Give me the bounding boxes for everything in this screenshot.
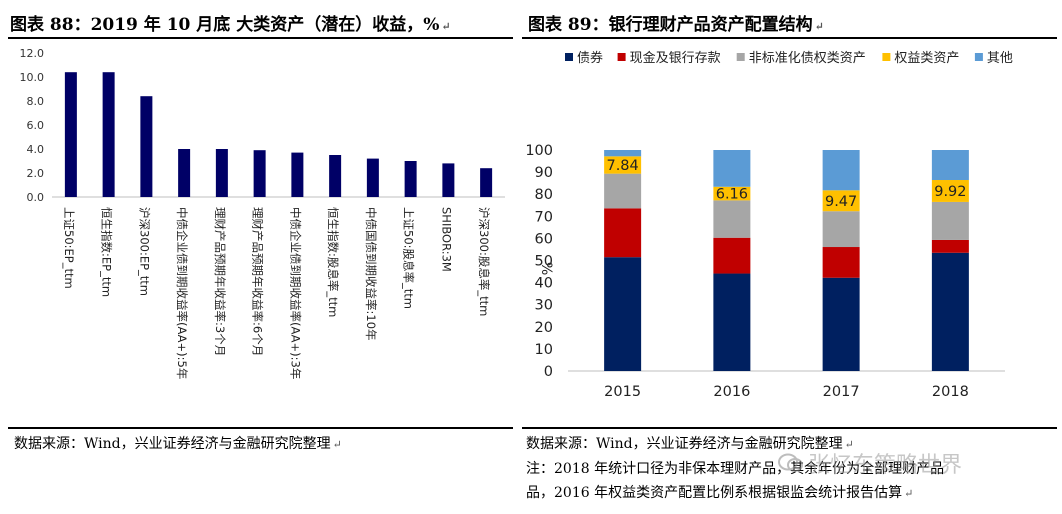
- bar: [291, 152, 304, 197]
- right-source: 数据来源：Wind，兴业证券经济与金融研究院整理 ↵: [526, 436, 854, 452]
- x-tick-label: 中债国债到期收益率:10年: [364, 207, 378, 341]
- y-tick-label: 100: [525, 143, 553, 159]
- stack-segment: [713, 186, 751, 201]
- x-tick-label: 恒生指数:EP_ttm: [100, 207, 114, 297]
- y-tick-label: 10: [535, 342, 553, 358]
- legend-swatch: [882, 53, 891, 61]
- stack-segment: [713, 150, 751, 187]
- data-label: 6.16: [716, 187, 748, 203]
- legend-label: 债券: [577, 50, 603, 66]
- bar: [102, 72, 115, 197]
- x-tick-label: 2018: [932, 384, 969, 400]
- right-chart-title: 图表 89：银行理财产品资产配置结构 ↵: [528, 15, 824, 35]
- left-source: 数据来源：Wind，兴业证券经济与金融研究院整理 ↵: [14, 436, 342, 452]
- y-tick-label: 0.0: [27, 191, 45, 204]
- left-bar-chart: 0.0 2.0 4.0 6.0 8.0 10.0 12.0 上证50:EP_ttm 恒生指数:E…: [20, 47, 505, 379]
- legend-label: 其他: [987, 51, 1013, 66]
- bar: [329, 155, 342, 197]
- y-tick-label: 12.0: [20, 47, 45, 60]
- stack-segment: [931, 201, 969, 240]
- right-title-rule: [522, 37, 1057, 39]
- stack-segment: [713, 237, 751, 274]
- y-tick-label: 6.0: [27, 119, 45, 132]
- y-tick-label: 4.0: [27, 143, 45, 156]
- bar: [140, 96, 153, 197]
- stack-segment: [822, 190, 860, 212]
- legend-label: 权益类资产: [894, 50, 959, 66]
- data-label: 7.84: [606, 158, 638, 174]
- x-tick-label: 中债企业债到期收益率(AA+):3年: [288, 207, 302, 379]
- y-tick-label: 8.0: [27, 95, 45, 108]
- left-chart-title: 图表 88：2019 年 10 月底 大类资产（潜在）收益，% ↵: [10, 15, 451, 35]
- right-bottom-rule: [522, 427, 1057, 429]
- stack-segment: [604, 173, 642, 209]
- y-tick-label: 20: [535, 320, 553, 336]
- x-tick-label: 2015: [604, 384, 641, 400]
- bar: [442, 163, 455, 197]
- x-tick-label: 沪深300:EP_ttm: [137, 207, 151, 296]
- y-tick-label: 80: [535, 187, 553, 203]
- bar: [253, 150, 266, 197]
- y-tick-label: 10.0: [20, 71, 45, 84]
- y-tick-label: 2.0: [27, 167, 45, 180]
- y-tick-label: 70: [535, 209, 553, 225]
- x-tick-label: SHIBOR:3M: [439, 207, 453, 272]
- data-label: 9.47: [825, 194, 857, 210]
- legend-swatch: [974, 53, 983, 61]
- y-tick-label: 30: [535, 298, 553, 314]
- legend-swatch: [736, 53, 745, 61]
- stack-segment: [604, 150, 642, 157]
- y-tick-label: 40: [535, 276, 553, 292]
- y-tick-label: 50: [535, 254, 553, 270]
- y-tick-label: 0: [544, 364, 553, 380]
- wechat-icon: [778, 453, 803, 472]
- stack-segment: [604, 208, 642, 258]
- bar: [404, 161, 417, 197]
- stack-segment: [931, 252, 969, 371]
- x-tick-label: 上证50:股息率_ttm: [402, 207, 416, 309]
- legend-swatch: [565, 53, 573, 61]
- watermark: 张忆东策略世界: [808, 453, 963, 478]
- right-stacked-chart: 债券 现金及银行存款 非标准化债权类资产 权益类资产 其他 0 10 20 30 40 50 60 70…: [525, 50, 1013, 400]
- x-tick-label: 2016: [713, 384, 750, 400]
- x-tick-label: 理财产品预期年收益率:3个月: [213, 207, 227, 356]
- y-tick-label: 90: [535, 165, 553, 181]
- stack-segment: [822, 247, 860, 278]
- bar: [480, 168, 493, 197]
- stack-segment: [822, 277, 860, 371]
- x-tick-label: 沪深300:股息率_ttm: [477, 207, 491, 316]
- bar: [178, 149, 191, 197]
- x-tick-label: 2017: [823, 384, 860, 400]
- x-tick-label: 恒生指数:股息率_ttm: [326, 207, 340, 317]
- bar: [64, 72, 77, 197]
- legend-label: 现金及银行存款: [630, 50, 721, 66]
- x-tick-label: 理财产品预期年收益率:6个月: [251, 207, 265, 356]
- stack-segment: [822, 150, 860, 191]
- x-tick-label: 上证50:EP_ttm: [62, 207, 76, 289]
- stack-segment: [604, 257, 642, 371]
- data-label: 9.92: [934, 184, 966, 200]
- left-title-rule: [8, 37, 513, 39]
- right-note-line2: 品，2016 年权益类资产配置比例系根据银监会统计报告估算 ↵: [526, 485, 914, 501]
- stack-segment: [822, 211, 860, 248]
- stack-segment: [713, 200, 751, 238]
- stack-segment: [931, 239, 969, 253]
- legend-swatch: [617, 53, 626, 61]
- bar: [215, 149, 228, 197]
- legend-label: 非标准化债权类资产: [749, 50, 866, 66]
- y-axis-label: %: [538, 262, 554, 275]
- stack-segment: [931, 180, 969, 202]
- right-note-line1: 注：2018 年统计口径为非保本理财产品，其余年份为全部理财产品: [526, 461, 945, 477]
- bar: [366, 158, 379, 197]
- y-tick-label: 60: [535, 231, 553, 247]
- stack-segment: [931, 150, 969, 181]
- x-tick-label: 中债企业债到期收益率(AA+):5年: [175, 207, 189, 379]
- stack-segment: [713, 273, 751, 371]
- left-bottom-rule: [8, 427, 513, 429]
- stack-segment: [604, 156, 642, 174]
